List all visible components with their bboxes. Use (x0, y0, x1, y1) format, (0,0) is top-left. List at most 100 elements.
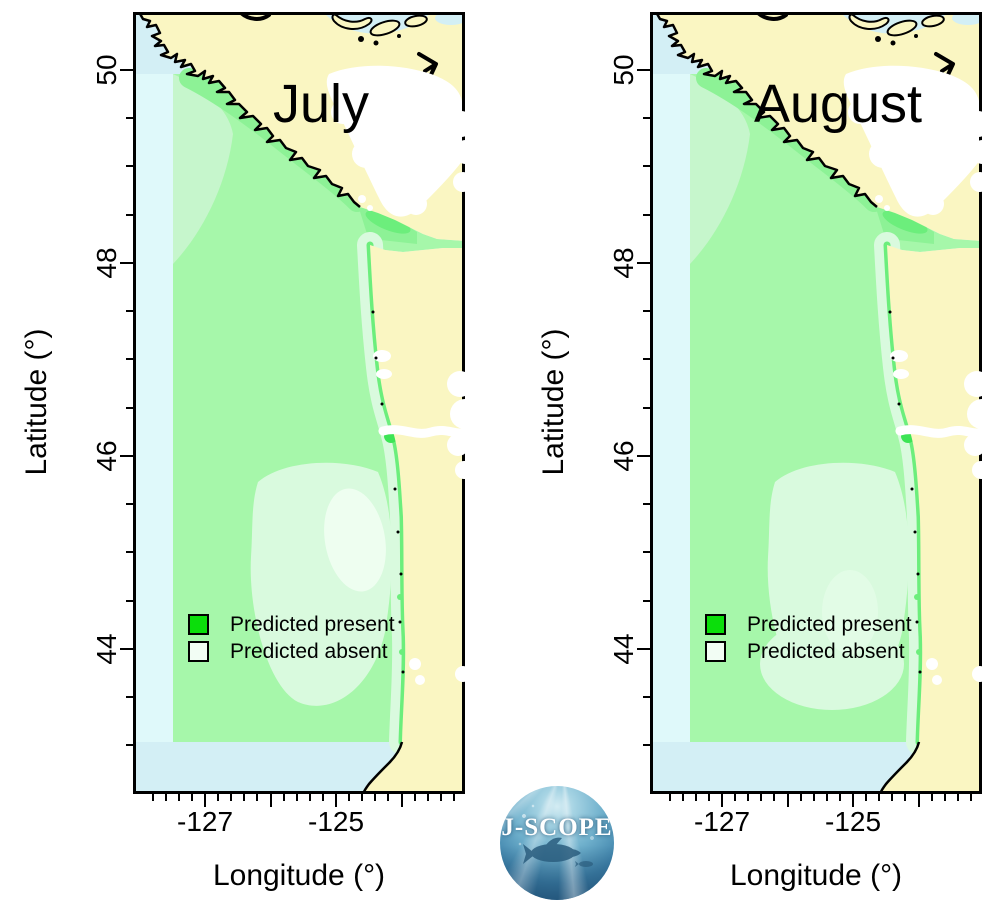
x-tick-mark (943, 794, 946, 801)
x-tick-mark (760, 794, 763, 801)
x-tick-mark (387, 794, 390, 801)
y-tick-mark (126, 599, 133, 602)
y-tick-mark (637, 68, 650, 71)
y-tick-mark (643, 165, 650, 168)
x-tick-mark (721, 794, 724, 807)
y-tick-mark (637, 647, 650, 650)
jscope-logo: J-SCOPE (500, 786, 614, 900)
legend-swatch-present (705, 614, 726, 635)
x-tick-mark (825, 794, 828, 801)
x-tick-mark (348, 794, 351, 801)
x-tick-mark (426, 794, 429, 801)
legend-swatch-absent (705, 641, 726, 662)
x-tick-mark (177, 794, 180, 801)
x-tick-mark (812, 794, 815, 801)
x-tick-mark (256, 794, 259, 801)
july-absent-core (324, 488, 386, 592)
x-tick-mark (930, 794, 933, 801)
x-tick-mark (308, 794, 311, 801)
y-tick-mark (126, 551, 133, 554)
y-tick-label: 44 (91, 633, 122, 665)
x-tick-mark (321, 794, 324, 801)
panel-july: July Predicted present Predicted absent … (20, 0, 465, 919)
x-tick-mark (707, 794, 710, 801)
x-tick-mark (891, 794, 894, 801)
legend-swatch-absent (188, 641, 209, 662)
legend-label-present: Predicted present (230, 612, 395, 636)
y-tick-mark (643, 117, 650, 120)
y-tick-mark (120, 68, 133, 71)
y-tick-mark (643, 551, 650, 554)
x-tick-mark (282, 794, 285, 801)
legend: Predicted present Predicted absent (705, 612, 912, 669)
x-tick-mark (773, 794, 776, 801)
y-tick-mark (643, 503, 650, 506)
y-tick-mark (643, 744, 650, 747)
x-tick-mark (269, 794, 272, 807)
x-tick-mark (865, 794, 868, 801)
y-tick-mark (126, 310, 133, 313)
x-tick-mark (747, 794, 750, 801)
x-axis-label: Longitude (°) (729, 859, 903, 892)
x-tick-mark (917, 794, 920, 807)
x-tick-label: -125 (308, 806, 365, 837)
x-tick-mark (295, 794, 298, 801)
x-tick-mark (786, 794, 789, 807)
y-tick-mark (126, 117, 133, 120)
x-tick-mark (452, 794, 455, 801)
legend-item-present: Predicted present (705, 612, 912, 636)
x-tick-mark (190, 794, 193, 801)
y-tick-mark (126, 503, 133, 506)
y-tick-mark (120, 454, 133, 457)
x-tick-mark (243, 794, 246, 801)
y-tick-mark (126, 696, 133, 699)
y-tick-label: 50 (608, 54, 639, 86)
panel-august: August Predicted present Predicted absen… (537, 0, 982, 919)
logo-text: J-SCOPE (501, 814, 613, 842)
legend: Predicted present Predicted absent (188, 612, 395, 669)
x-tick-mark (878, 794, 881, 801)
legend-item-absent: Predicted absent (188, 639, 395, 663)
august-absent-extension (760, 618, 904, 710)
legend-swatch-present (188, 614, 209, 635)
x-tick-mark (904, 794, 907, 801)
y-tick-mark (643, 696, 650, 699)
x-tick-mark (799, 794, 802, 801)
legend-item-absent: Predicted absent (705, 640, 912, 663)
y-tick-label: 48 (608, 247, 639, 279)
x-tick-mark (400, 794, 403, 807)
panel-title-july: July (272, 74, 370, 134)
x-tick-mark (694, 794, 697, 801)
x-tick-mark (413, 794, 416, 801)
x-tick-mark (969, 794, 972, 801)
x-tick-mark (439, 794, 442, 801)
y-tick-mark (120, 261, 133, 264)
fish-icon (523, 837, 593, 867)
y-tick-mark (126, 358, 133, 361)
y-tick-mark (643, 358, 650, 361)
legend-label-present: Predicted present (747, 612, 912, 636)
x-tick-mark (734, 794, 737, 801)
x-tick-label: -125 (825, 806, 882, 837)
x-tick-mark (217, 794, 220, 801)
x-tick-mark (361, 794, 364, 801)
y-tick-mark (643, 310, 650, 313)
legend-label-absent: Predicted absent (230, 639, 388, 663)
y-tick-mark (126, 744, 133, 747)
y-tick-mark (126, 165, 133, 168)
y-tick-mark (126, 213, 133, 216)
y-tick-label: 50 (91, 54, 122, 86)
x-tick-mark (852, 794, 855, 807)
y-axis-label: Latitude (°) (537, 328, 570, 476)
y-tick-mark (643, 213, 650, 216)
x-tick-mark (204, 794, 207, 807)
y-tick-mark (643, 599, 650, 602)
y-axis-label: Latitude (°) (20, 328, 53, 476)
y-tick-label: 46 (608, 440, 639, 472)
legend-item-present: Predicted present (188, 612, 395, 636)
map-august (650, 12, 982, 794)
map-july (133, 12, 465, 794)
x-tick-mark (956, 794, 959, 801)
y-tick-mark (120, 647, 133, 650)
y-tick-mark (643, 406, 650, 409)
